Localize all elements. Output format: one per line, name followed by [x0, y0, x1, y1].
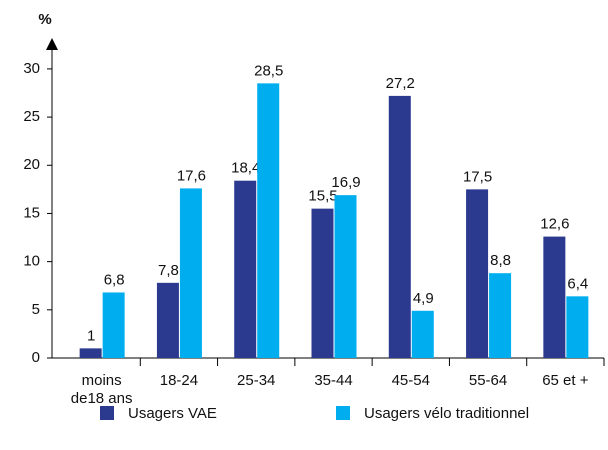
- value-label: 8,8: [490, 252, 511, 269]
- value-label: 6,4: [567, 275, 588, 292]
- bar: [334, 195, 357, 358]
- value-label: 18,4: [231, 160, 260, 177]
- y-tick-label: 15: [23, 204, 40, 221]
- legend-label: Usagers vélo traditionnel: [364, 405, 529, 422]
- bar: [489, 273, 512, 358]
- value-label: 4,9: [413, 290, 434, 307]
- bar: [543, 236, 566, 358]
- y-tick-label: 0: [32, 349, 40, 366]
- bar: [311, 208, 334, 358]
- y-tick-label: 25: [23, 108, 40, 125]
- bar: [466, 189, 489, 358]
- bar: [79, 348, 102, 358]
- value-label: 17,5: [463, 168, 492, 185]
- x-tick-label: 65 et +: [542, 372, 589, 389]
- bar: [566, 296, 589, 358]
- y-axis-arrow: [46, 38, 58, 50]
- bar: [179, 188, 202, 358]
- bar: [257, 83, 280, 358]
- legend-label: Usagers VAE: [128, 405, 217, 422]
- x-tick-label: moins de18 ans: [70, 372, 133, 407]
- x-tick-label: 25-34: [237, 372, 276, 389]
- x-tick-label: 18-24: [159, 372, 199, 389]
- value-label: 7,8: [158, 262, 179, 279]
- value-label: 6,8: [104, 271, 125, 288]
- value-label: 17,6: [177, 167, 206, 184]
- bar: [234, 180, 257, 358]
- value-label: 15,5: [308, 188, 337, 205]
- y-tick-label: 30: [23, 60, 40, 77]
- y-tick-label: 10: [23, 253, 40, 270]
- value-label: 28,5: [254, 62, 283, 79]
- x-tick-label: 45-54: [391, 372, 430, 389]
- y-axis-label: %: [38, 11, 51, 28]
- bar: [388, 95, 411, 359]
- x-tick-label: 35-44: [314, 372, 353, 389]
- bar: [156, 282, 179, 358]
- x-tick-label: 55-64: [468, 372, 508, 389]
- y-tick-label: 20: [23, 156, 40, 173]
- value-label: 16,9: [331, 174, 360, 191]
- value-label: 27,2: [386, 75, 415, 92]
- value-label: 1: [87, 327, 95, 344]
- bar: [411, 310, 434, 358]
- legend-swatch: [336, 406, 350, 420]
- legend-swatch: [100, 406, 114, 420]
- value-label: 12,6: [540, 216, 569, 233]
- bar: [102, 292, 125, 358]
- y-tick-label: 5: [32, 301, 40, 318]
